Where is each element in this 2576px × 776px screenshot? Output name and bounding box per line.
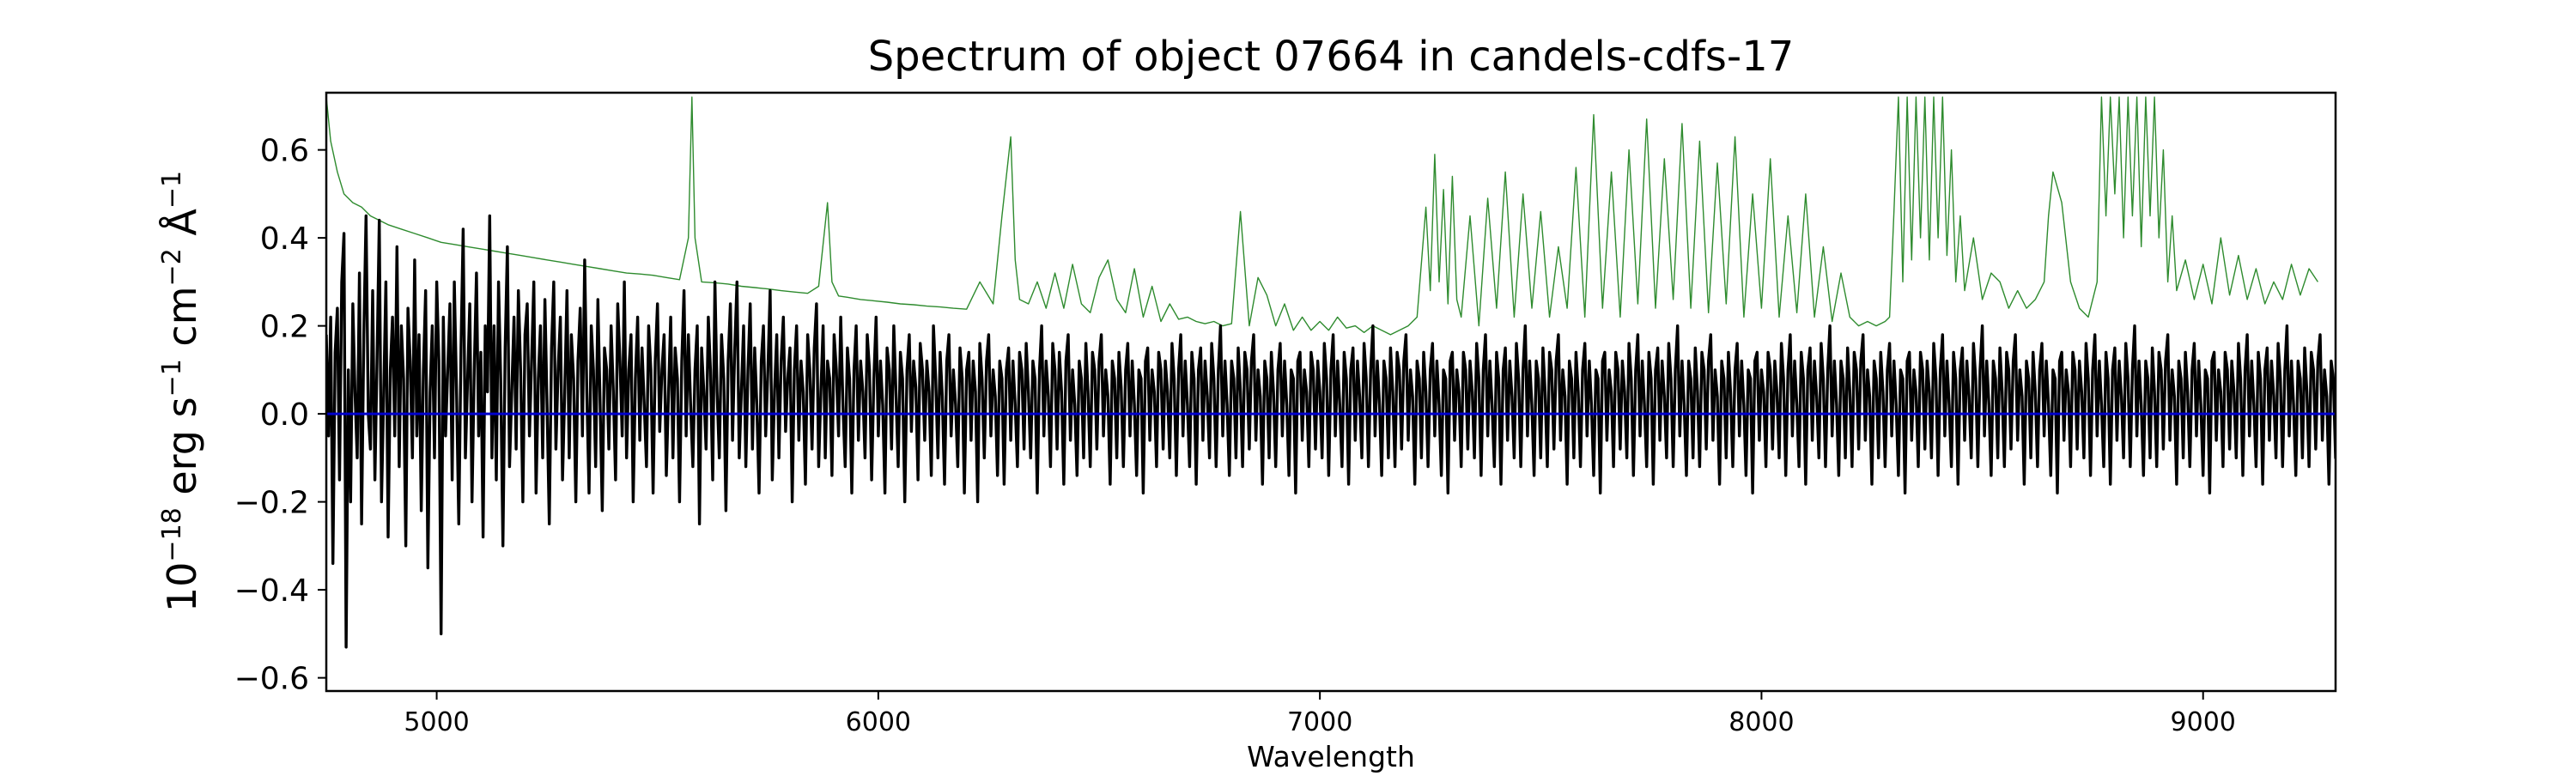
plot-frame <box>325 91 2337 693</box>
y-axis-label: 10−18 erg s−1 cm−2 Å−1 <box>157 171 205 612</box>
x-tick-label: 8000 <box>1728 707 1794 737</box>
chart-title: Spectrum of object 07664 in candels-cdfs… <box>868 33 1795 81</box>
y-label-t1: erg s <box>159 397 205 507</box>
y-label-base: 10 <box>159 562 205 613</box>
x-axis: 5000 6000 7000 8000 9000 <box>404 691 2236 737</box>
y-tick-label: 0.0 <box>260 397 309 433</box>
series-layer <box>326 96 2336 649</box>
y-tick-label: −0.2 <box>234 486 309 521</box>
error-series-line <box>326 96 2318 336</box>
flux-series-line <box>326 214 2336 649</box>
x-tick-label: 7000 <box>1287 707 1352 737</box>
x-axis-label: Wavelength <box>1247 740 1415 773</box>
y-tick-label: 0.6 <box>260 134 309 169</box>
y-label-exp2: −1 <box>157 359 187 397</box>
y-tick-label: 0.2 <box>260 310 309 345</box>
x-tick-label: 6000 <box>846 707 911 737</box>
y-tick-label: −0.4 <box>234 573 309 609</box>
y-tick-label: −0.6 <box>234 662 309 697</box>
y-label-t3: Å <box>159 209 205 249</box>
y-axis: −0.6 −0.4 −0.2 0.0 0.2 0.4 0.6 <box>234 134 326 697</box>
x-tick-label: 9000 <box>2171 707 2236 737</box>
y-label-exp4: −1 <box>157 171 187 209</box>
y-label-exp1: −18 <box>157 507 187 561</box>
x-tick-label: 5000 <box>404 707 469 737</box>
y-tick-label: 0.4 <box>260 221 309 257</box>
y-label-exp3: −2 <box>157 248 187 286</box>
y-label-t2: cm <box>159 286 205 359</box>
